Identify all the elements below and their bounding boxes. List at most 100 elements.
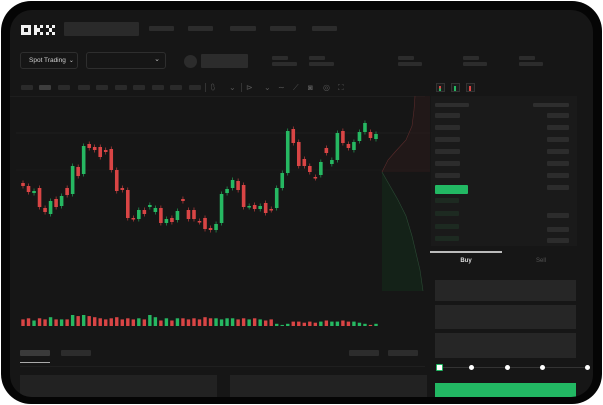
orderbook-asks-icon[interactable] — [466, 83, 475, 92]
orderbook-view-all-icon[interactable] — [436, 83, 445, 92]
tab-open-orders[interactable] — [20, 350, 50, 356]
ruler-icon[interactable]: ⟋ — [293, 83, 299, 92]
ask-amount — [547, 185, 569, 190]
slider-stop-25[interactable] — [469, 365, 474, 370]
tab-buy[interactable]: Buy — [460, 258, 472, 264]
pair-icon — [184, 55, 197, 68]
timeframe-button[interactable] — [78, 85, 90, 90]
bid-amount — [547, 227, 569, 232]
depth-bids-area — [382, 172, 423, 291]
volume-bar — [142, 319, 147, 326]
pair-selector[interactable]: ⌄ — [86, 52, 166, 69]
nav-item[interactable] — [188, 26, 213, 31]
okx-logo[interactable] — [21, 23, 59, 35]
candle-body — [308, 166, 312, 172]
volume-bar — [87, 316, 91, 326]
volume-bar — [197, 319, 202, 326]
spot-trading-dropdown[interactable]: Spot Trading ⌄ — [20, 52, 78, 69]
slider-stop-75[interactable] — [540, 365, 545, 370]
timeframe-button[interactable] — [133, 85, 145, 90]
amount-slider[interactable] — [440, 367, 588, 368]
orderbook-bids-icon[interactable] — [451, 83, 460, 92]
search-bar[interactable] — [64, 22, 139, 36]
candle-body — [247, 206, 251, 208]
nav-item[interactable] — [230, 26, 256, 31]
candle-body — [120, 188, 125, 190]
candle-body — [103, 150, 108, 152]
candle-body — [70, 166, 75, 194]
candlestick-chart[interactable] — [10, 10, 593, 340]
depth-bids-line — [381, 171, 424, 292]
fullscreen-icon[interactable]: ⛶ — [338, 83, 344, 92]
volume-bar — [330, 321, 334, 326]
volume-bar — [324, 320, 329, 326]
candle-body — [76, 167, 80, 176]
volume-bar — [115, 317, 119, 326]
toolbar-divider — [205, 83, 206, 92]
chevron-down-icon[interactable]: ⌄ — [229, 83, 236, 92]
filter-button[interactable] — [349, 350, 379, 356]
volume-bar — [286, 323, 290, 326]
volume-bar — [148, 315, 152, 326]
volume-bar — [225, 318, 229, 326]
stat-value — [272, 62, 297, 66]
slider-stop-100[interactable] — [585, 365, 590, 370]
order-card — [230, 375, 427, 397]
volume-bar — [297, 321, 301, 326]
timeframe-button[interactable] — [39, 85, 51, 90]
buy-button[interactable] — [435, 383, 576, 397]
candle-type-icon[interactable]: ⩇ — [211, 83, 215, 92]
bid-amount — [547, 238, 569, 243]
bid-price — [435, 198, 459, 203]
volume-bar — [120, 319, 124, 326]
camera-icon[interactable]: ◙ — [308, 83, 313, 92]
stat-label — [309, 56, 325, 60]
amount-input[interactable] — [435, 305, 576, 329]
volume-bar — [32, 320, 36, 326]
candle-body — [186, 210, 191, 219]
total-input[interactable] — [435, 333, 576, 358]
tab-sell[interactable]: Sell — [535, 258, 546, 264]
timeframe-button[interactable] — [58, 85, 70, 90]
toolbar-underline — [10, 96, 425, 97]
indicator-icon[interactable]: ⊳ — [246, 83, 253, 92]
timeframe-button[interactable] — [189, 85, 201, 90]
candle-body — [291, 129, 296, 143]
volume-bar — [241, 318, 246, 326]
ask-amount — [547, 125, 569, 130]
volume-bar — [186, 319, 191, 326]
depth-asks-area — [382, 96, 430, 172]
timeframe-button[interactable] — [152, 85, 164, 90]
chevron-down-icon[interactable]: ⌄ — [264, 83, 271, 92]
nav-item[interactable] — [312, 26, 337, 31]
nav-item[interactable] — [149, 26, 174, 31]
candle-body — [357, 132, 362, 141]
timeframe-button[interactable] — [21, 85, 33, 90]
slider-handle[interactable] — [436, 364, 443, 371]
volume-bar — [153, 317, 158, 326]
volume-bar — [26, 318, 31, 326]
stat-label — [398, 56, 414, 60]
slider-stop-50[interactable] — [505, 365, 510, 370]
settings-icon[interactable]: ◎ — [323, 83, 330, 92]
tab-order-history[interactable] — [61, 350, 91, 356]
candle-body — [368, 132, 373, 138]
candle-body — [230, 180, 235, 188]
volume-bar — [137, 318, 141, 326]
timeframe-button[interactable] — [170, 85, 182, 90]
nav-item[interactable] — [270, 26, 296, 31]
candle-body — [263, 203, 268, 213]
ask-amount — [547, 161, 569, 166]
volume-bar — [181, 318, 185, 326]
timeframe-button[interactable] — [115, 85, 127, 90]
candle-body — [153, 208, 158, 212]
volume-bar — [203, 317, 207, 326]
candle-body — [280, 173, 285, 188]
filter-button[interactable] — [388, 350, 418, 356]
candle-body — [48, 201, 53, 214]
volume-bar — [164, 318, 169, 326]
line-chart-icon[interactable]: ∼ — [278, 83, 285, 92]
timeframe-button[interactable] — [96, 85, 108, 90]
price-input[interactable] — [435, 280, 576, 301]
